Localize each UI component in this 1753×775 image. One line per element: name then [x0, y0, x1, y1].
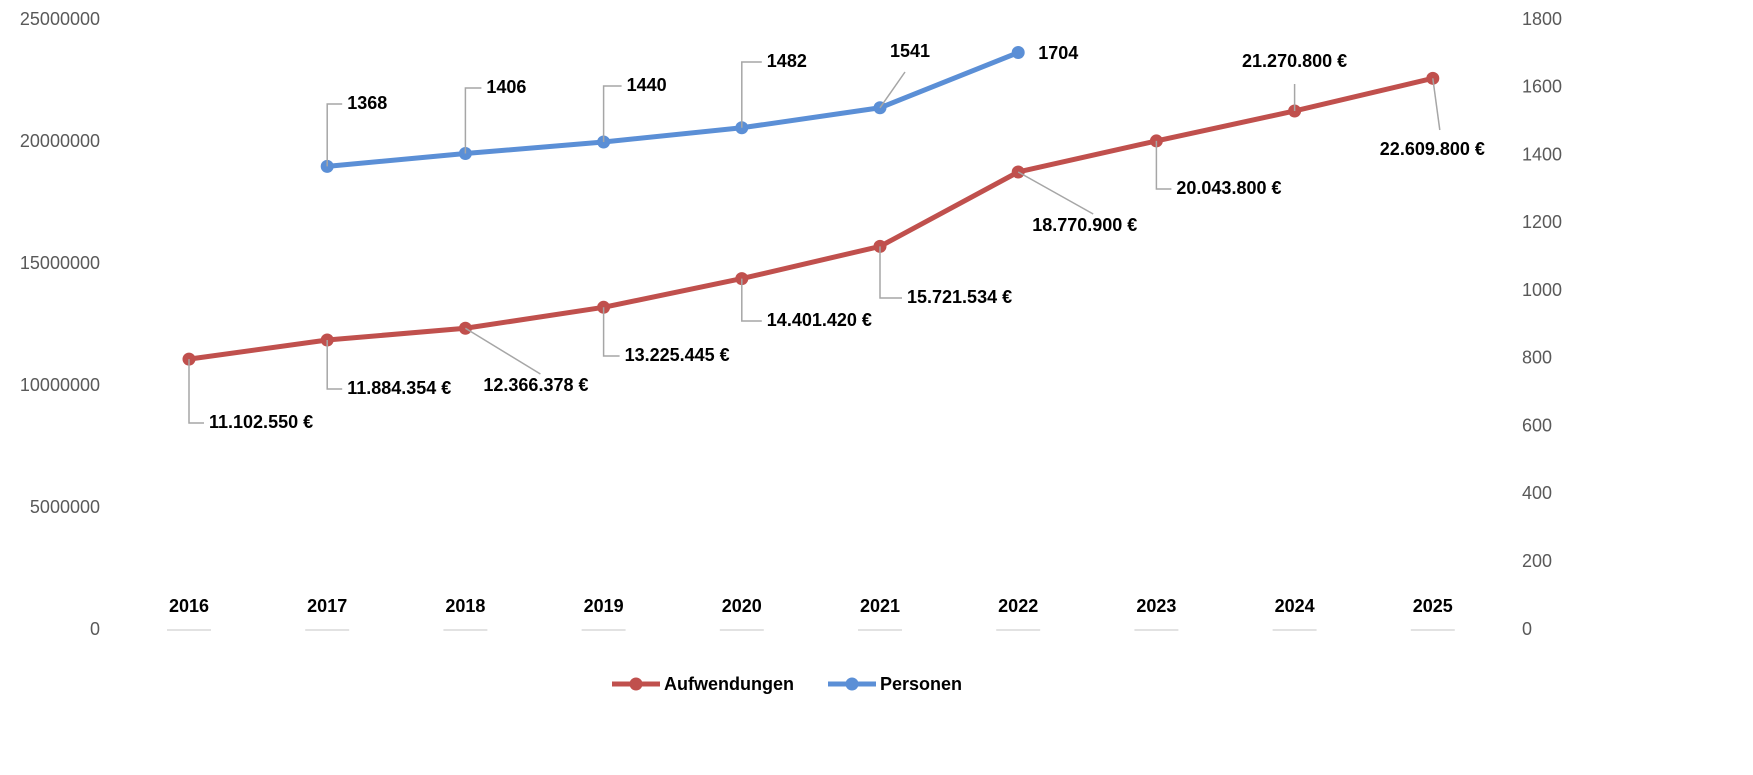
leader-line	[602, 307, 620, 357]
leader-line	[741, 278, 762, 322]
y2-tick-label: 800	[1522, 348, 1552, 368]
data-label: 11.102.550 €	[209, 412, 313, 432]
data-label: 1541	[890, 41, 930, 61]
x-tick-label: 2022	[998, 596, 1038, 616]
leader-line	[1155, 140, 1172, 190]
x-tick-label: 2018	[445, 596, 485, 616]
leader-line	[879, 71, 906, 109]
y2-tick-label: 600	[1522, 415, 1552, 435]
data-point	[1011, 165, 1025, 179]
data-label: 11.884.354 €	[347, 378, 451, 398]
data-label: 13.225.445 €	[625, 345, 730, 365]
data-label: 22.609.800 €	[1380, 139, 1485, 159]
leader-line	[741, 61, 762, 128]
series-line	[188, 75, 1434, 362]
data-label: 1482	[767, 51, 807, 71]
y-tick-label: 25000000	[20, 9, 100, 29]
y2-tick-label: 200	[1522, 551, 1552, 571]
leader-line	[464, 87, 482, 154]
data-label: 12.366.378 €	[483, 375, 588, 395]
y2-tick-label: 1600	[1522, 77, 1562, 97]
data-label: 1406	[486, 77, 526, 97]
data-label: 1440	[627, 75, 667, 95]
x-tick-label: 2017	[307, 596, 347, 616]
leader-line	[326, 103, 343, 167]
data-label: 18.770.900 €	[1032, 215, 1137, 235]
y-tick-label: 5000000	[30, 497, 100, 517]
x-tick-label: 2019	[584, 596, 624, 616]
x-tick-label: 2024	[1275, 596, 1315, 616]
y2-tick-label: 1200	[1522, 212, 1562, 232]
legend-swatch-marker	[845, 677, 859, 691]
x-tick-label: 2025	[1413, 596, 1453, 616]
leader-line	[602, 85, 622, 142]
y2-tick-label: 400	[1522, 483, 1552, 503]
leader-line	[465, 327, 541, 375]
leader-line	[1432, 78, 1441, 131]
data-label: 1704	[1038, 43, 1078, 63]
data-label: 20.043.800 €	[1176, 178, 1281, 198]
y2-tick-label: 1800	[1522, 9, 1562, 29]
leader-line	[1017, 171, 1094, 215]
y2-tick-label: 0	[1522, 619, 1532, 639]
series-line	[326, 50, 1020, 169]
x-tick-label: 2020	[722, 596, 762, 616]
legend-label: Aufwendungen	[664, 674, 794, 694]
y2-tick-label: 1400	[1522, 144, 1562, 164]
x-tick-label: 2023	[1136, 596, 1176, 616]
leader-line	[326, 340, 343, 390]
data-label: 1368	[347, 93, 387, 113]
data-label: 21.270.800 €	[1242, 51, 1347, 71]
y-tick-label: 15000000	[20, 253, 100, 273]
y-tick-label: 10000000	[20, 375, 100, 395]
x-tick-label: 2021	[860, 596, 900, 616]
x-tick-label: 2016	[169, 596, 209, 616]
leader-line	[879, 246, 902, 299]
y-tick-label: 0	[90, 619, 100, 639]
data-label: 14.401.420 €	[767, 310, 872, 330]
data-point	[1011, 46, 1025, 60]
leader-line	[188, 359, 204, 424]
legend-swatch-marker	[629, 677, 643, 691]
data-label: 15.721.534 €	[907, 287, 1012, 307]
y2-tick-label: 1000	[1522, 280, 1562, 300]
legend-label: Personen	[880, 674, 962, 694]
y-tick-label: 20000000	[20, 131, 100, 151]
